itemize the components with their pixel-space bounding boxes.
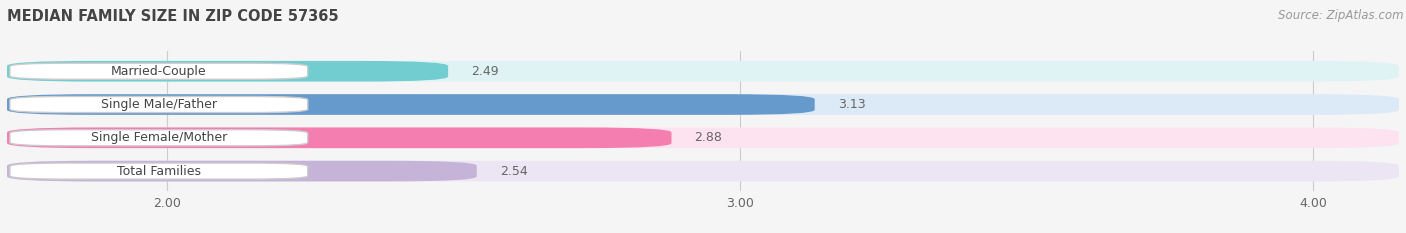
FancyBboxPatch shape <box>10 163 308 179</box>
FancyBboxPatch shape <box>7 61 449 82</box>
FancyBboxPatch shape <box>10 130 308 146</box>
Text: 2.49: 2.49 <box>471 65 499 78</box>
FancyBboxPatch shape <box>7 127 672 148</box>
Text: Source: ZipAtlas.com: Source: ZipAtlas.com <box>1278 9 1403 22</box>
Text: 3.13: 3.13 <box>838 98 865 111</box>
FancyBboxPatch shape <box>10 63 308 79</box>
FancyBboxPatch shape <box>7 161 1399 182</box>
Text: MEDIAN FAMILY SIZE IN ZIP CODE 57365: MEDIAN FAMILY SIZE IN ZIP CODE 57365 <box>7 9 339 24</box>
Text: Single Female/Mother: Single Female/Mother <box>91 131 226 144</box>
FancyBboxPatch shape <box>7 127 1399 148</box>
Text: 2.88: 2.88 <box>695 131 723 144</box>
FancyBboxPatch shape <box>7 94 814 115</box>
Text: Married-Couple: Married-Couple <box>111 65 207 78</box>
FancyBboxPatch shape <box>10 96 308 113</box>
Text: Total Families: Total Families <box>117 164 201 178</box>
FancyBboxPatch shape <box>7 161 477 182</box>
FancyBboxPatch shape <box>7 61 1399 82</box>
Text: 2.54: 2.54 <box>499 164 527 178</box>
FancyBboxPatch shape <box>7 94 1399 115</box>
Text: Single Male/Father: Single Male/Father <box>101 98 217 111</box>
